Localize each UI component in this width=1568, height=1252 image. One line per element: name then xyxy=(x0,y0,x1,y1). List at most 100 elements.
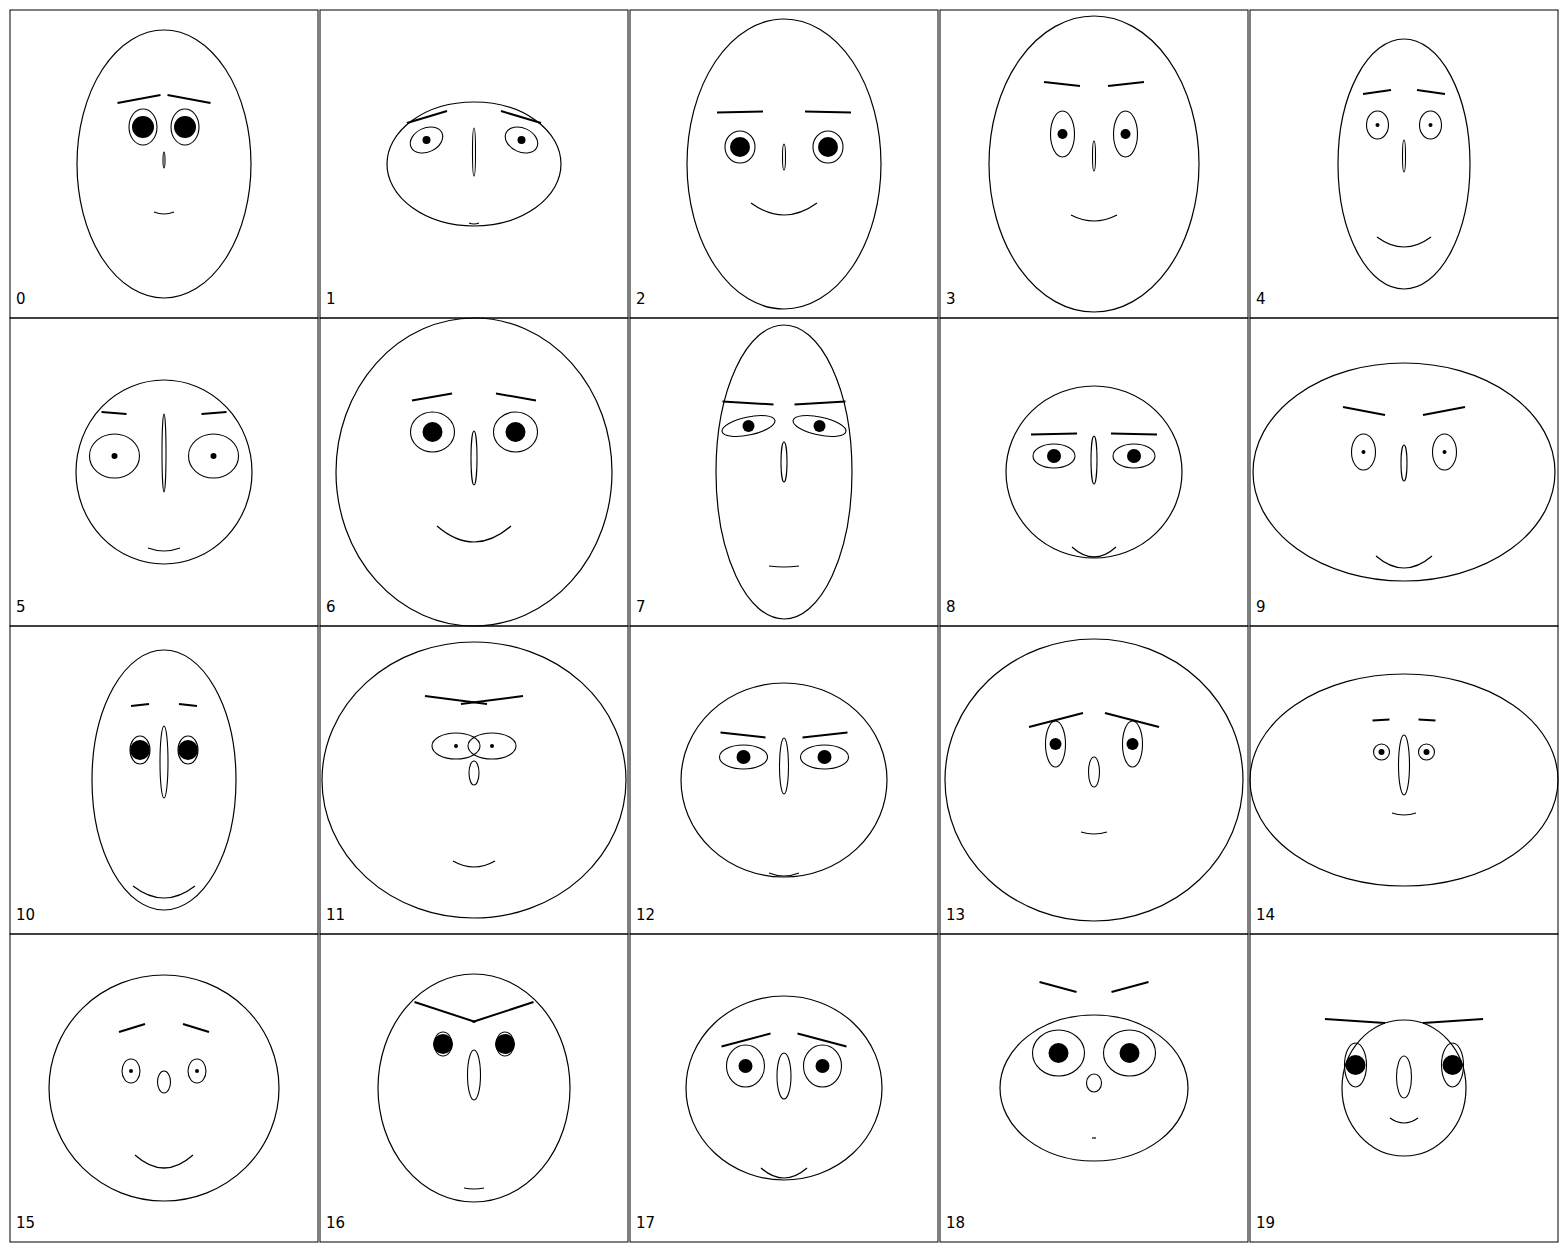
face-panel: 16 xyxy=(320,934,628,1242)
face-panel: 19 xyxy=(1250,934,1558,1242)
head xyxy=(378,974,570,1202)
pupil xyxy=(1120,1043,1140,1063)
face-panel: 15 xyxy=(10,934,318,1242)
head xyxy=(76,380,252,564)
eyebrow xyxy=(202,412,227,414)
eye xyxy=(1104,1030,1156,1076)
panel-label: 18 xyxy=(946,1214,965,1232)
mouth xyxy=(469,223,479,224)
eyebrow xyxy=(412,394,452,401)
face-panel: 12 xyxy=(630,626,938,934)
panel-frame xyxy=(630,10,938,318)
eyebrow xyxy=(102,412,127,414)
mouth xyxy=(761,1168,807,1178)
nose xyxy=(780,738,789,794)
eye xyxy=(1046,721,1066,767)
face-panel: 6 xyxy=(320,318,628,626)
eye xyxy=(501,122,542,158)
nose xyxy=(162,414,166,492)
panel-frame xyxy=(10,626,318,934)
panel-frame xyxy=(630,626,938,934)
pupil xyxy=(1424,749,1430,755)
head xyxy=(686,996,882,1180)
eyebrow xyxy=(501,111,541,123)
pupil xyxy=(1429,123,1433,127)
head xyxy=(945,639,1243,921)
head xyxy=(716,325,852,619)
head xyxy=(387,102,561,226)
eye xyxy=(129,109,157,145)
mouth xyxy=(1377,237,1431,247)
nose xyxy=(469,761,479,785)
pupil xyxy=(737,750,751,764)
panel-label: 15 xyxy=(16,1214,35,1232)
pupil xyxy=(518,136,526,144)
panel-frame xyxy=(1250,10,1558,318)
pupil xyxy=(506,422,526,442)
eye xyxy=(720,412,777,441)
eyebrow xyxy=(1419,720,1436,721)
eyebrow xyxy=(1363,90,1391,94)
pupil xyxy=(129,1069,133,1073)
eye xyxy=(1442,1043,1464,1087)
eyebrow xyxy=(795,402,846,405)
face-panel: 7 xyxy=(630,318,938,626)
pupil xyxy=(818,750,832,764)
mouth xyxy=(148,548,180,551)
eye xyxy=(791,412,848,441)
pupil xyxy=(743,420,755,432)
panel-frame xyxy=(1250,934,1558,1242)
eye xyxy=(1420,111,1442,139)
nose xyxy=(1397,1056,1412,1098)
pupil xyxy=(818,137,838,157)
nose xyxy=(1087,1074,1102,1092)
pupil xyxy=(132,116,154,138)
eyebrow xyxy=(1343,407,1385,415)
head xyxy=(1338,39,1470,289)
eye xyxy=(189,434,239,478)
pupil xyxy=(1058,129,1068,139)
nose xyxy=(777,1053,791,1099)
panel-label: 19 xyxy=(1256,1214,1275,1232)
eye xyxy=(1374,744,1390,760)
nose xyxy=(783,144,786,170)
nose xyxy=(471,431,477,485)
eye xyxy=(1433,434,1457,470)
mouth xyxy=(769,873,799,876)
panel-label: 4 xyxy=(1256,290,1266,308)
head xyxy=(92,650,236,910)
head xyxy=(322,642,626,918)
panel-label: 12 xyxy=(636,906,655,924)
panel-label: 5 xyxy=(16,598,26,616)
eyebrow xyxy=(473,1002,534,1022)
panel-label: 14 xyxy=(1256,906,1275,924)
eyebrow xyxy=(1325,1019,1385,1023)
eyebrow xyxy=(131,704,149,706)
panel-frame xyxy=(320,626,628,934)
eyebrow xyxy=(1105,713,1159,727)
panel-label: 9 xyxy=(1256,598,1266,616)
mouth xyxy=(135,1155,193,1168)
nose xyxy=(1401,445,1407,481)
panel-label: 2 xyxy=(636,290,646,308)
eyebrow xyxy=(1031,434,1077,435)
eye xyxy=(188,1059,206,1083)
eye xyxy=(130,736,150,764)
pupil xyxy=(423,136,431,144)
head xyxy=(1250,674,1558,886)
nose xyxy=(160,726,168,798)
nose xyxy=(158,1071,171,1093)
head xyxy=(687,19,881,309)
eyebrow xyxy=(717,112,763,113)
nose xyxy=(468,1050,481,1100)
nose xyxy=(1093,141,1096,171)
face-panel: 3 xyxy=(940,10,1248,318)
panel-frame xyxy=(630,318,938,626)
eyebrow xyxy=(118,95,161,103)
eye xyxy=(432,733,480,759)
nose xyxy=(1403,140,1406,172)
eye xyxy=(171,109,199,145)
mouth xyxy=(769,566,799,567)
head xyxy=(1253,363,1555,581)
eyebrow xyxy=(1029,713,1083,727)
